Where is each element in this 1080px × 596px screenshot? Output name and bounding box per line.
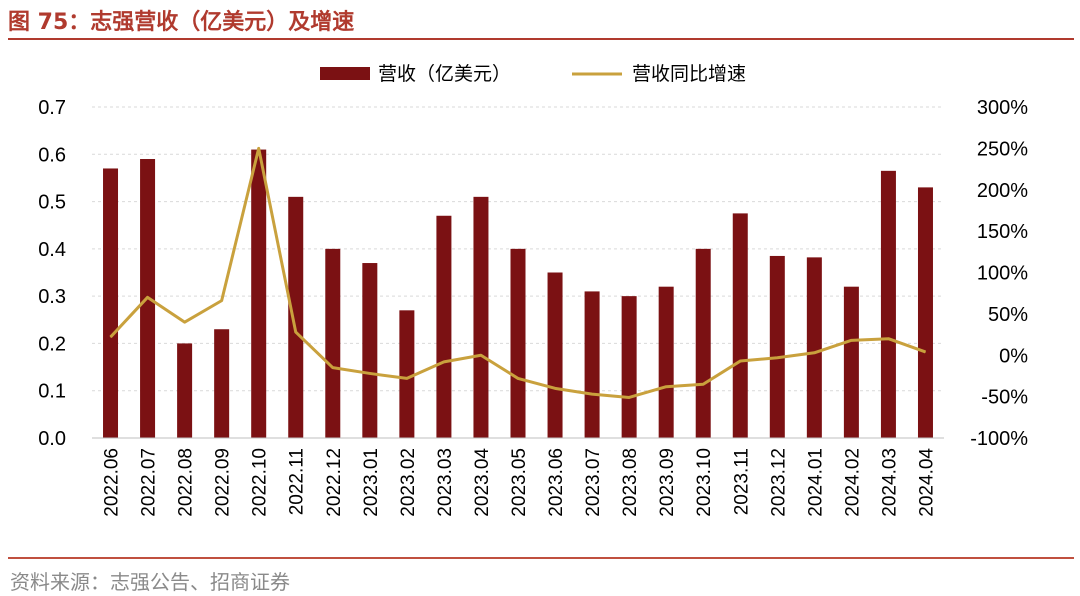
right-tick-label: 200% (977, 180, 1028, 202)
left-tick-label: 0.5 (38, 192, 66, 214)
left-axis-ticks: 0.0 0.1 0.2 0.3 0.4 0.5 0.6 0.7 (38, 97, 66, 450)
right-axis-ticks: -100% -50% 0% 50% 100% 150% 200% 250% 300% (970, 97, 1028, 450)
growth-point-2022.06 (110, 336, 112, 338)
x-tick-label: 2022.10 (250, 448, 271, 517)
right-tick-label: -100% (970, 428, 1028, 450)
x-tick-label: 2024.02 (842, 448, 863, 517)
bar-2023.12 (769, 255, 785, 438)
x-tick-label: 2022.11 (287, 448, 308, 515)
bar-2022.09 (214, 329, 230, 438)
legend-line-label: 营收同比增速 (632, 63, 746, 85)
title-divider (8, 38, 1074, 40)
growth-point-2024.02 (850, 339, 852, 341)
growth-point-2022.11 (295, 331, 297, 333)
x-tick-label: 2023.06 (546, 448, 567, 517)
growth-point-2022.07 (147, 296, 149, 298)
x-tick-label: 2023.09 (657, 448, 678, 517)
right-tick-label: 250% (977, 138, 1028, 160)
growth-point-2023.07 (591, 393, 593, 395)
x-tick-label: 2022.06 (102, 448, 123, 517)
x-tick-label: 2023.10 (694, 448, 715, 517)
x-tick-label: 2022.08 (176, 448, 197, 517)
footer-divider (8, 557, 1074, 559)
x-tick-label: 2024.03 (879, 448, 900, 517)
x-axis-ticks: 2022.06 2022.07 2022.08 2022.09 2022.10 2022.… (102, 448, 938, 517)
growth-point-2023.01 (369, 372, 371, 374)
legend-bar-swatch (320, 67, 370, 80)
growth-point-2022.12 (332, 367, 334, 369)
bar-2023.08 (621, 296, 637, 438)
bar-2022.11 (288, 196, 304, 438)
bar-2022.10 (251, 149, 267, 439)
x-tick-label: 2023.08 (620, 448, 641, 517)
figure-title: 图 75：志强营收（亿美元）及增速 (8, 10, 355, 35)
line-series (109, 146, 926, 399)
right-tick-label: 150% (977, 221, 1028, 243)
bar-2023.06 (547, 272, 563, 438)
bar-2023.10 (695, 248, 711, 438)
x-tick-label: 2022.09 (213, 448, 234, 517)
growth-point-2023.10 (702, 383, 704, 385)
bar-2023.01 (362, 263, 378, 438)
growth-point-2023.09 (665, 386, 667, 388)
bar-2023.09 (658, 286, 674, 438)
x-tick-label: 2023.05 (509, 448, 530, 517)
x-tick-label: 2022.12 (324, 448, 345, 517)
growth-point-2024.03 (887, 338, 889, 340)
bar-series (103, 149, 933, 439)
right-tick-label: -50% (981, 387, 1028, 409)
left-tick-label: 0.7 (38, 97, 66, 119)
source-note: 资料来源：志强公告、招商证券 (10, 570, 290, 594)
x-tick-label: 2024.01 (805, 448, 826, 517)
x-tick-label: 2024.04 (916, 448, 937, 517)
right-tick-label: 50% (988, 304, 1028, 326)
legend: 营收（亿美元） 营收同比增速 (320, 63, 746, 85)
bar-2023.04 (473, 196, 489, 438)
growth-point-2023.03 (443, 361, 445, 363)
x-tick-label: 2023.07 (583, 448, 604, 517)
bar-2022.12 (325, 248, 341, 438)
bar-2024.01 (806, 257, 822, 438)
left-tick-label: 0.0 (38, 428, 66, 450)
growth-point-2022.08 (184, 321, 186, 323)
x-tick-label: 2023.03 (435, 448, 456, 517)
growth-point-2023.02 (406, 377, 408, 379)
x-tick-label: 2023.12 (768, 448, 789, 517)
x-tick-label: 2023.11 (731, 448, 752, 515)
bar-2024.02 (843, 286, 859, 438)
left-tick-label: 0.6 (38, 144, 66, 166)
bar-2023.07 (584, 291, 600, 438)
bar-2023.02 (399, 310, 415, 438)
growth-point-2023.11 (739, 360, 741, 362)
growth-point-2023.08 (628, 396, 630, 398)
bar-2022.08 (177, 343, 193, 438)
right-tick-label: 0% (999, 345, 1028, 367)
legend-bar-label: 营收（亿美元） (378, 63, 511, 85)
growth-point-2023.12 (776, 357, 778, 359)
left-tick-label: 0.4 (38, 239, 66, 261)
x-tick-label: 2023.02 (398, 448, 419, 517)
bar-2023.03 (436, 215, 452, 438)
left-tick-label: 0.2 (38, 333, 66, 355)
bar-2024.04 (917, 187, 933, 438)
growth-point-2023.04 (480, 354, 482, 356)
growth-point-2022.10 (258, 147, 260, 149)
bar-2023.11 (732, 213, 748, 438)
x-tick-label: 2022.07 (139, 448, 160, 517)
bar-2024.03 (880, 170, 896, 439)
right-tick-label: 100% (977, 263, 1028, 285)
left-tick-label: 0.3 (38, 286, 66, 308)
growth-point-2023.05 (517, 377, 519, 379)
growth-point-2024.01 (813, 352, 815, 354)
right-tick-label: 300% (977, 97, 1028, 119)
growth-point-2023.06 (554, 387, 556, 389)
bar-2023.05 (510, 248, 526, 438)
growth-point-2022.09 (221, 300, 223, 302)
bar-2022.06 (103, 168, 119, 438)
left-tick-label: 0.1 (38, 381, 66, 403)
x-tick-label: 2023.04 (472, 448, 493, 517)
x-tick-label: 2023.01 (361, 448, 382, 517)
growth-point-2024.04 (924, 351, 926, 353)
